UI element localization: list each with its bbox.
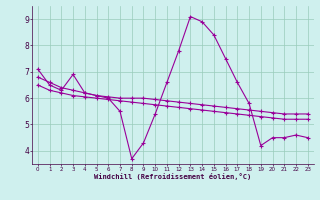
X-axis label: Windchill (Refroidissement éolien,°C): Windchill (Refroidissement éolien,°C) [94,173,252,180]
